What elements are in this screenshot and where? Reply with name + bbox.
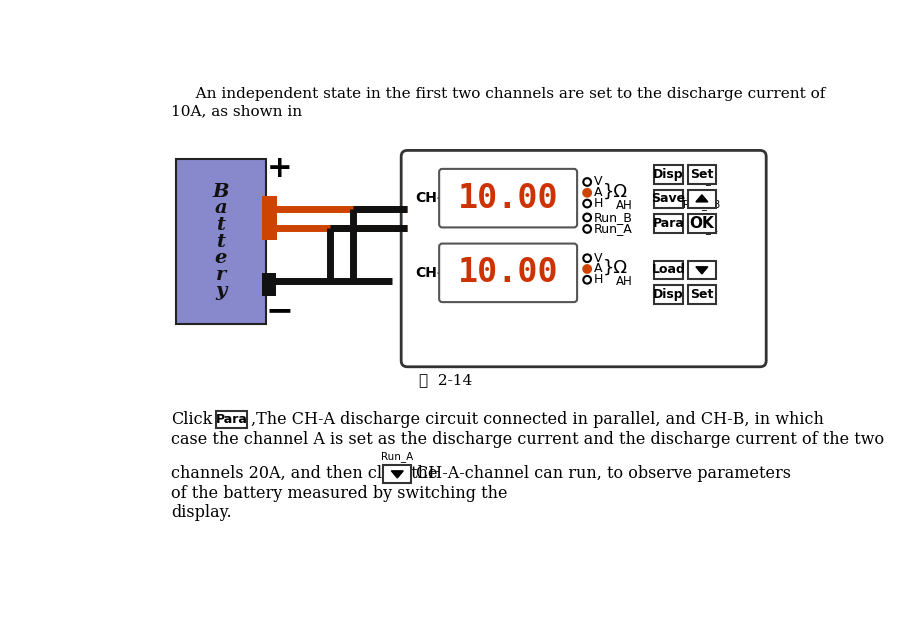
FancyBboxPatch shape: [400, 150, 766, 367]
Text: 图  2-14: 图 2-14: [419, 373, 473, 387]
Circle shape: [583, 225, 591, 233]
Text: H: H: [594, 273, 603, 286]
Text: Run_B: Run_B: [686, 174, 716, 185]
Bar: [687, 165, 715, 184]
Circle shape: [583, 254, 591, 262]
Text: Disp: Disp: [652, 288, 683, 301]
Circle shape: [583, 265, 591, 273]
Text: −: −: [265, 294, 293, 327]
Circle shape: [583, 178, 591, 186]
Text: H: H: [594, 197, 603, 210]
Text: Run_A: Run_A: [381, 451, 413, 463]
Circle shape: [583, 213, 591, 221]
Text: of the battery measured by switching the: of the battery measured by switching the: [170, 485, 507, 502]
Bar: [262, 196, 277, 240]
Bar: [383, 464, 410, 483]
Text: Run_A: Run_A: [686, 223, 716, 234]
Text: 10.00: 10.00: [457, 256, 557, 290]
Text: Set: Set: [689, 288, 713, 301]
Text: Load: Load: [651, 263, 685, 276]
FancyBboxPatch shape: [438, 244, 576, 302]
Text: Run_A: Run_A: [594, 223, 632, 235]
FancyBboxPatch shape: [438, 169, 576, 227]
Text: OK: OK: [689, 216, 713, 231]
Text: Click: Click: [170, 411, 212, 428]
Bar: [687, 261, 715, 279]
Text: CH-A: CH-A: [415, 266, 453, 280]
Text: A: A: [594, 186, 602, 199]
Text: V: V: [594, 175, 602, 189]
Text: 10.00: 10.00: [457, 182, 557, 215]
Bar: [653, 285, 683, 304]
Text: B
a
t
t
e
r
y: B a t t e r y: [213, 183, 229, 300]
Text: CH-B: CH-B: [415, 191, 453, 205]
Text: }Ω: }Ω: [602, 183, 627, 201]
Text: Save: Save: [650, 192, 685, 206]
Bar: [262, 273, 275, 296]
Text: AH: AH: [615, 275, 632, 288]
Text: +: +: [266, 153, 292, 182]
Text: channels 20A, and then click the: channels 20A, and then click the: [170, 465, 437, 482]
Bar: [687, 285, 715, 304]
Bar: [687, 215, 715, 233]
Text: display.: display.: [170, 504, 232, 521]
Polygon shape: [391, 471, 403, 478]
Bar: [653, 261, 683, 279]
Bar: [653, 165, 683, 184]
Text: V: V: [594, 252, 602, 265]
Text: ,The CH-A discharge circuit connected in parallel, and CH-B, in which: ,The CH-A discharge circuit connected in…: [251, 411, 823, 428]
Text: 10A, as shown in: 10A, as shown in: [170, 104, 302, 118]
Text: AH: AH: [615, 199, 632, 211]
Circle shape: [583, 276, 591, 283]
Text: }Ω: }Ω: [602, 259, 627, 277]
Bar: [653, 190, 683, 208]
Text: Run_B: Run_B: [594, 211, 632, 224]
Bar: [176, 159, 265, 324]
Polygon shape: [695, 267, 707, 274]
Bar: [216, 411, 246, 428]
Text: Para: Para: [652, 217, 684, 230]
Text: Para: Para: [216, 413, 247, 426]
Polygon shape: [695, 195, 707, 202]
Text: An independent state in the first two channels are set to the discharge current : An independent state in the first two ch…: [181, 87, 824, 101]
Text: case the channel A is set as the discharge current and the discharge current of : case the channel A is set as the dischar…: [170, 431, 883, 447]
Circle shape: [583, 199, 591, 208]
Bar: [687, 190, 715, 208]
Text: CH-A-channel can run, to observe parameters: CH-A-channel can run, to observe paramet…: [416, 465, 790, 482]
Text: Run_AB: Run_AB: [683, 199, 720, 209]
Circle shape: [583, 189, 591, 197]
Bar: [653, 215, 683, 233]
Text: Disp: Disp: [652, 168, 683, 180]
Text: A: A: [594, 262, 602, 276]
Text: Set: Set: [689, 168, 713, 180]
